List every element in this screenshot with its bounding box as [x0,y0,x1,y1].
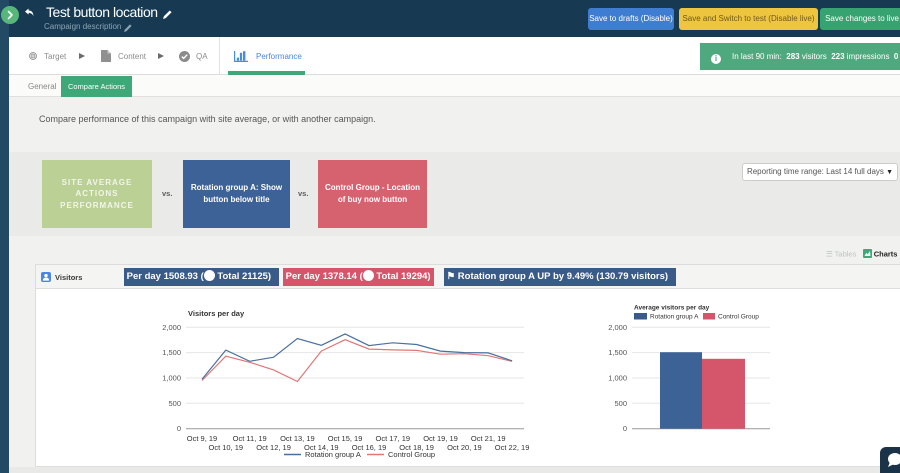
svg-text:Oct 22, 19: Oct 22, 19 [495,443,530,452]
svg-text:0: 0 [623,424,627,433]
svg-text:Oct 13, 19: Oct 13, 19 [280,434,315,443]
svg-text:Average visitors per day: Average visitors per day [634,305,710,312]
svg-text:Rotation group A: Rotation group A [305,450,361,459]
svg-text:Oct 21, 19: Oct 21, 19 [471,434,506,443]
svg-text:Oct 20, 19: Oct 20, 19 [447,443,482,452]
svg-text:Oct 10, 19: Oct 10, 19 [208,443,243,452]
svg-text:0: 0 [177,424,181,433]
svg-text:Control Group: Control Group [718,314,759,321]
svg-text:1,000: 1,000 [162,374,181,383]
svg-text:Oct 16, 19: Oct 16, 19 [352,443,387,452]
svg-text:Oct 14, 19: Oct 14, 19 [304,443,339,452]
svg-text:1,500: 1,500 [162,348,181,357]
svg-text:Oct 19, 19: Oct 19, 19 [423,434,458,443]
svg-text:Control Group: Control Group [388,450,435,459]
svg-text:Oct 11, 19: Oct 11, 19 [233,434,267,443]
svg-text:500: 500 [614,399,627,408]
svg-text:Oct 12, 19: Oct 12, 19 [256,443,291,452]
svg-text:Rotation group A: Rotation group A [650,314,699,321]
svg-text:1,000: 1,000 [608,374,627,383]
svg-text:Oct 9, 19: Oct 9, 19 [187,434,217,443]
svg-text:500: 500 [168,399,181,408]
svg-text:2,000: 2,000 [608,323,627,332]
svg-text:Oct 17, 19: Oct 17, 19 [375,434,410,443]
svg-text:Oct 18, 19: Oct 18, 19 [399,443,434,452]
svg-text:Visitors per day: Visitors per day [188,309,245,318]
svg-text:1,500: 1,500 [608,348,627,357]
svg-text:2,000: 2,000 [162,323,181,332]
svg-text:Oct 15, 19: Oct 15, 19 [328,434,363,443]
